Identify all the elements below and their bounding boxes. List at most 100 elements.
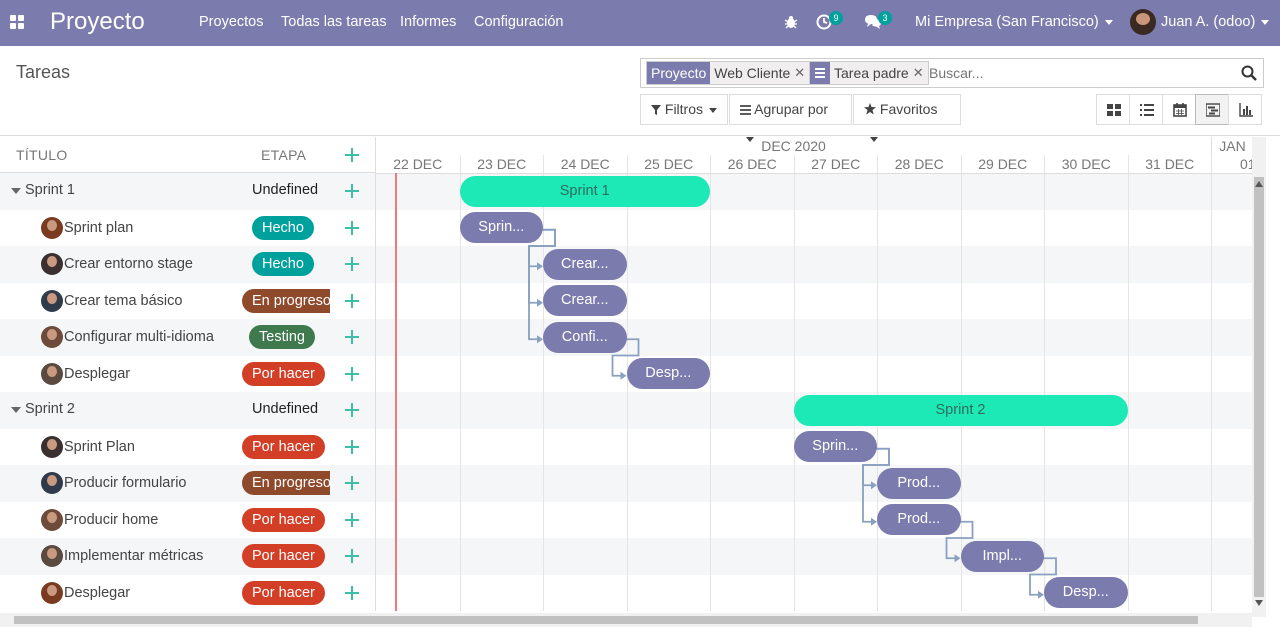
task-bar[interactable]: Crear...: [543, 248, 627, 280]
task-title[interactable]: Desplegar: [64, 365, 131, 382]
search-input[interactable]: [929, 63, 1229, 83]
caret-down-icon: [746, 136, 754, 142]
task-title[interactable]: Sprint plan: [64, 219, 134, 236]
filters-button[interactable]: Filtros: [640, 94, 728, 125]
dependency-arrowhead: [954, 554, 961, 563]
dependency-connector: [862, 447, 890, 523]
menu-configuracion[interactable]: Configuración: [474, 14, 564, 30]
add-task-plus-icon[interactable]: [345, 476, 359, 490]
day-header: 27 DEC: [793, 155, 878, 173]
star-icon: [864, 103, 876, 115]
add-task-plus-icon[interactable]: [345, 585, 359, 600]
view-list-button[interactable]: [1129, 94, 1163, 125]
caret-down-icon: [870, 136, 878, 142]
facet-remove-icon[interactable]: ✕: [794, 65, 806, 80]
add-task-plus-icon[interactable]: [345, 403, 359, 417]
task-bar[interactable]: Prod...: [877, 504, 961, 535]
avatar: [41, 362, 63, 385]
task-title[interactable]: Implementar métricas: [64, 548, 204, 564]
day-header: 24 DEC: [543, 155, 627, 173]
user-avatar[interactable]: [1130, 9, 1156, 35]
task-title[interactable]: Configurar multi-idioma: [64, 329, 214, 345]
add-task-plus-icon[interactable]: [345, 330, 359, 344]
task-title[interactable]: Producir home: [64, 511, 159, 528]
sprint-bar[interactable]: Sprint 1: [459, 175, 710, 207]
day-gridline: [1127, 155, 1129, 611]
day-gridline: [1044, 155, 1045, 611]
group-title[interactable]: Sprint 1: [25, 182, 75, 198]
add-task-plus-icon[interactable]: [345, 257, 359, 271]
menu-informes[interactable]: Informes: [400, 14, 457, 30]
task-title[interactable]: Desplegar: [64, 584, 131, 601]
apps-grid-icon[interactable]: [10, 15, 24, 29]
add-task-plus-icon[interactable]: [345, 439, 359, 454]
facet-tarea-padre[interactable]: Tarea padre ✕: [809, 61, 929, 85]
facet-remove-icon[interactable]: ✕: [912, 65, 924, 80]
user-menu[interactable]: Juan A. (odoo): [1161, 14, 1270, 30]
horizontal-scrollbar[interactable]: [0, 613, 1252, 627]
search-box[interactable]: Proyecto Web Cliente ✕ Tarea padre ✕: [640, 58, 1264, 88]
view-calendar-button[interactable]: [1162, 94, 1196, 125]
task-title[interactable]: Sprint Plan: [64, 438, 135, 455]
task-title[interactable]: Crear tema básico: [64, 292, 183, 309]
group-title[interactable]: Sprint 2: [25, 401, 75, 417]
view-kanban-button[interactable]: [1096, 94, 1130, 125]
task-bar[interactable]: Impl...: [960, 540, 1044, 572]
facet-proyecto[interactable]: Proyecto Web Cliente ✕: [646, 61, 811, 85]
caret-down-icon: [709, 107, 718, 113]
add-task-plus-icon[interactable]: [345, 220, 359, 235]
gantt-left-header: TÍTULO ETAPA: [0, 137, 375, 173]
task-bar[interactable]: Confi...: [543, 321, 627, 353]
company-switcher[interactable]: Mi Empresa (San Francisco): [915, 14, 1113, 30]
day-gridline: [793, 155, 795, 611]
view-gantt-button[interactable]: [1195, 94, 1229, 125]
day-header: 25 DEC: [626, 155, 711, 173]
menu-todas-las-tareas[interactable]: Todas las tareas: [281, 14, 387, 30]
task-bar[interactable]: Desp...: [626, 358, 710, 389]
company-name: Mi Empresa (San Francisco): [915, 14, 1099, 30]
task-bar[interactable]: Sprin...: [793, 431, 877, 462]
task-bar[interactable]: Desp...: [1044, 577, 1128, 608]
task-bar[interactable]: Prod...: [877, 467, 961, 499]
caret-down-icon: [1261, 19, 1270, 25]
scrollbar-thumb[interactable]: [14, 616, 1198, 624]
caret-down-icon[interactable]: [11, 407, 21, 413]
bars-icon: [740, 105, 751, 115]
vertical-scrollbar[interactable]: [1252, 137, 1266, 617]
caret-down-icon[interactable]: [11, 188, 21, 194]
sprint-bar[interactable]: Sprint 2: [793, 394, 1128, 426]
add-task-plus-icon[interactable]: [345, 366, 359, 381]
view-graph-button[interactable]: [1228, 94, 1262, 125]
avatar: [41, 508, 63, 531]
group-by-button[interactable]: Agrupar por: [729, 94, 852, 142]
day-header: 28 DEC: [877, 155, 961, 173]
favorites-button[interactable]: Favoritos: [853, 94, 961, 142]
stage-badge: Hecho: [252, 215, 314, 240]
search-icon[interactable]: [1241, 65, 1257, 81]
bug-icon[interactable]: [784, 15, 798, 29]
add-task-plus-icon[interactable]: [345, 549, 359, 563]
task-title[interactable]: Crear entorno stage: [64, 256, 193, 272]
row-band: [0, 355, 1252, 392]
add-task-plus-icon[interactable]: [345, 148, 359, 162]
control-panel: Tareas Proyecto Web Cliente ✕ Tarea padr…: [0, 46, 1280, 142]
dependency-connector: [945, 520, 974, 560]
scroll-down-icon[interactable]: [1255, 600, 1263, 606]
scrollbar-thumb[interactable]: [1254, 177, 1264, 597]
task-title[interactable]: Producir formulario: [64, 475, 187, 491]
add-task-plus-icon[interactable]: [345, 512, 359, 527]
add-task-plus-icon[interactable]: [345, 184, 359, 198]
app-brand[interactable]: Proyecto: [50, 8, 145, 35]
group-stage: Undefined: [252, 182, 319, 198]
menu-proyectos[interactable]: Proyectos: [199, 14, 264, 30]
task-bar[interactable]: Sprin...: [459, 212, 543, 243]
add-task-plus-icon[interactable]: [345, 293, 359, 308]
dependency-arrowhead: [871, 517, 877, 526]
gantt-view: TÍTULO ETAPA Sprint 1 Undefined Sprint pla…: [0, 137, 1280, 617]
day-gridline: [1211, 155, 1212, 611]
scroll-up-icon[interactable]: [1255, 181, 1263, 187]
task-bar[interactable]: Crear...: [543, 285, 627, 316]
message-count-badge: 3: [878, 11, 892, 25]
stage-badge: En progreso: [242, 288, 330, 313]
breadcrumb: Tareas: [16, 62, 71, 82]
